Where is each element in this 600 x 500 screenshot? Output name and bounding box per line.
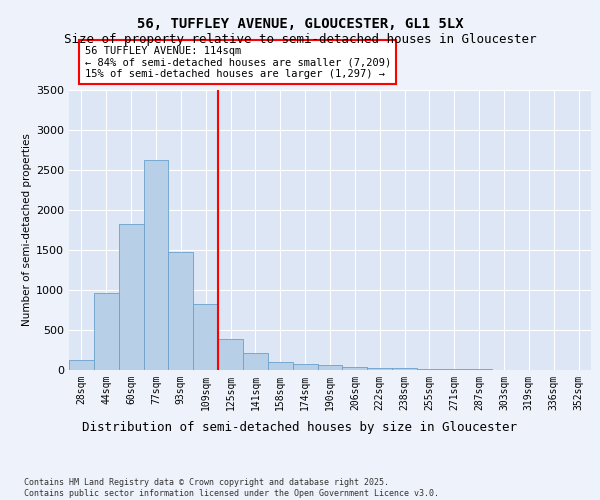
Text: Distribution of semi-detached houses by size in Gloucester: Distribution of semi-detached houses by … — [83, 421, 517, 434]
Bar — [317, 365, 343, 370]
Bar — [293, 364, 317, 370]
Text: 56 TUFFLEY AVENUE: 114sqm
← 84% of semi-detached houses are smaller (7,209)
15% : 56 TUFFLEY AVENUE: 114sqm ← 84% of semi-… — [85, 46, 391, 79]
Bar — [94, 293, 119, 370]
Bar — [119, 224, 143, 370]
Bar — [193, 304, 218, 370]
Bar — [218, 339, 243, 370]
Text: Contains HM Land Registry data © Crown copyright and database right 2025.
Contai: Contains HM Land Registry data © Crown c… — [24, 478, 439, 498]
Y-axis label: Number of semi-detached properties: Number of semi-detached properties — [22, 134, 32, 326]
Bar — [69, 360, 94, 370]
Bar — [268, 362, 293, 370]
Bar — [392, 368, 417, 370]
Bar — [243, 353, 268, 370]
Bar — [343, 367, 367, 370]
Bar — [367, 368, 392, 370]
Bar — [143, 160, 169, 370]
Bar — [169, 252, 193, 370]
Text: 56, TUFFLEY AVENUE, GLOUCESTER, GL1 5LX: 56, TUFFLEY AVENUE, GLOUCESTER, GL1 5LX — [137, 18, 463, 32]
Bar — [442, 369, 467, 370]
Bar — [417, 369, 442, 370]
Text: Size of property relative to semi-detached houses in Gloucester: Size of property relative to semi-detach… — [64, 32, 536, 46]
